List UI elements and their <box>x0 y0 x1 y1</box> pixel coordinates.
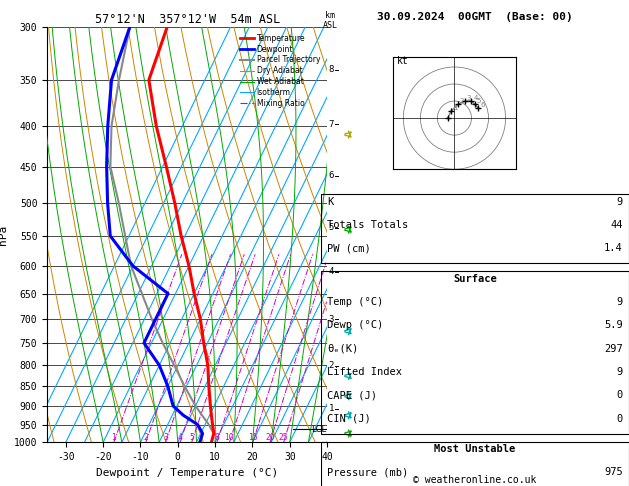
Text: 1.4: 1.4 <box>604 243 623 254</box>
Text: 8: 8 <box>329 66 334 74</box>
Bar <box>321 194 629 263</box>
Text: 2: 2 <box>143 433 148 442</box>
Text: 5: 5 <box>329 223 334 232</box>
Text: Temp (°C): Temp (°C) <box>327 297 383 307</box>
Text: LCL: LCL <box>311 425 326 434</box>
Text: 2: 2 <box>460 99 464 104</box>
Text: 5: 5 <box>477 99 481 104</box>
Text: 2: 2 <box>329 361 334 370</box>
Text: 0: 0 <box>616 414 623 424</box>
Text: Surface: Surface <box>453 274 497 284</box>
Text: 1: 1 <box>111 433 116 442</box>
Text: km
ASL: km ASL <box>323 11 337 30</box>
Text: 4: 4 <box>177 433 182 442</box>
Text: Lifted Index: Lifted Index <box>327 367 402 377</box>
Bar <box>321 442 629 486</box>
Text: CIN (J): CIN (J) <box>327 414 370 424</box>
Text: 9: 9 <box>616 297 623 307</box>
Text: Most Unstable: Most Unstable <box>434 444 516 454</box>
Text: PW (cm): PW (cm) <box>327 243 370 254</box>
Text: θₑ(K): θₑ(K) <box>327 344 358 354</box>
Text: Totals Totals: Totals Totals <box>327 220 408 230</box>
Text: 4: 4 <box>473 95 477 101</box>
Text: 3: 3 <box>163 433 168 442</box>
Text: 5: 5 <box>189 433 194 442</box>
X-axis label: Dewpoint / Temperature (°C): Dewpoint / Temperature (°C) <box>96 468 278 478</box>
Title: 57°12'N  357°12'W  54m ASL: 57°12'N 357°12'W 54m ASL <box>94 13 280 26</box>
Text: 3: 3 <box>329 314 334 324</box>
Text: 25: 25 <box>279 433 289 442</box>
Text: 297: 297 <box>604 344 623 354</box>
Text: 1: 1 <box>453 105 457 111</box>
Text: 6: 6 <box>480 102 484 108</box>
Y-axis label: hPa: hPa <box>0 225 8 244</box>
Text: 3: 3 <box>466 95 471 101</box>
Text: 9: 9 <box>616 367 623 377</box>
Text: 9: 9 <box>616 197 623 207</box>
Text: 8: 8 <box>214 433 220 442</box>
Text: 30.09.2024  00GMT  (Base: 00): 30.09.2024 00GMT (Base: 00) <box>377 12 573 22</box>
Bar <box>321 271 629 434</box>
Text: © weatheronline.co.uk: © weatheronline.co.uk <box>413 475 537 486</box>
Text: 0: 0 <box>616 390 623 400</box>
Text: Pressure (mb): Pressure (mb) <box>327 468 408 477</box>
Text: 1: 1 <box>329 404 334 413</box>
Text: 6: 6 <box>329 171 334 180</box>
Text: 4: 4 <box>329 267 334 276</box>
Text: 975: 975 <box>604 468 623 477</box>
Text: 44: 44 <box>610 220 623 230</box>
Text: 15: 15 <box>248 433 258 442</box>
Text: 5.9: 5.9 <box>604 320 623 330</box>
Text: 10: 10 <box>225 433 235 442</box>
Text: kt: kt <box>396 55 408 66</box>
Text: Dewp (°C): Dewp (°C) <box>327 320 383 330</box>
Legend: Temperature, Dewpoint, Parcel Trajectory, Dry Adiabat, Wet Adiabat, Isotherm, Mi: Temperature, Dewpoint, Parcel Trajectory… <box>237 31 323 111</box>
Text: 20: 20 <box>265 433 275 442</box>
Text: 7: 7 <box>329 120 334 129</box>
Text: K: K <box>327 197 333 207</box>
Text: CAPE (J): CAPE (J) <box>327 390 377 400</box>
